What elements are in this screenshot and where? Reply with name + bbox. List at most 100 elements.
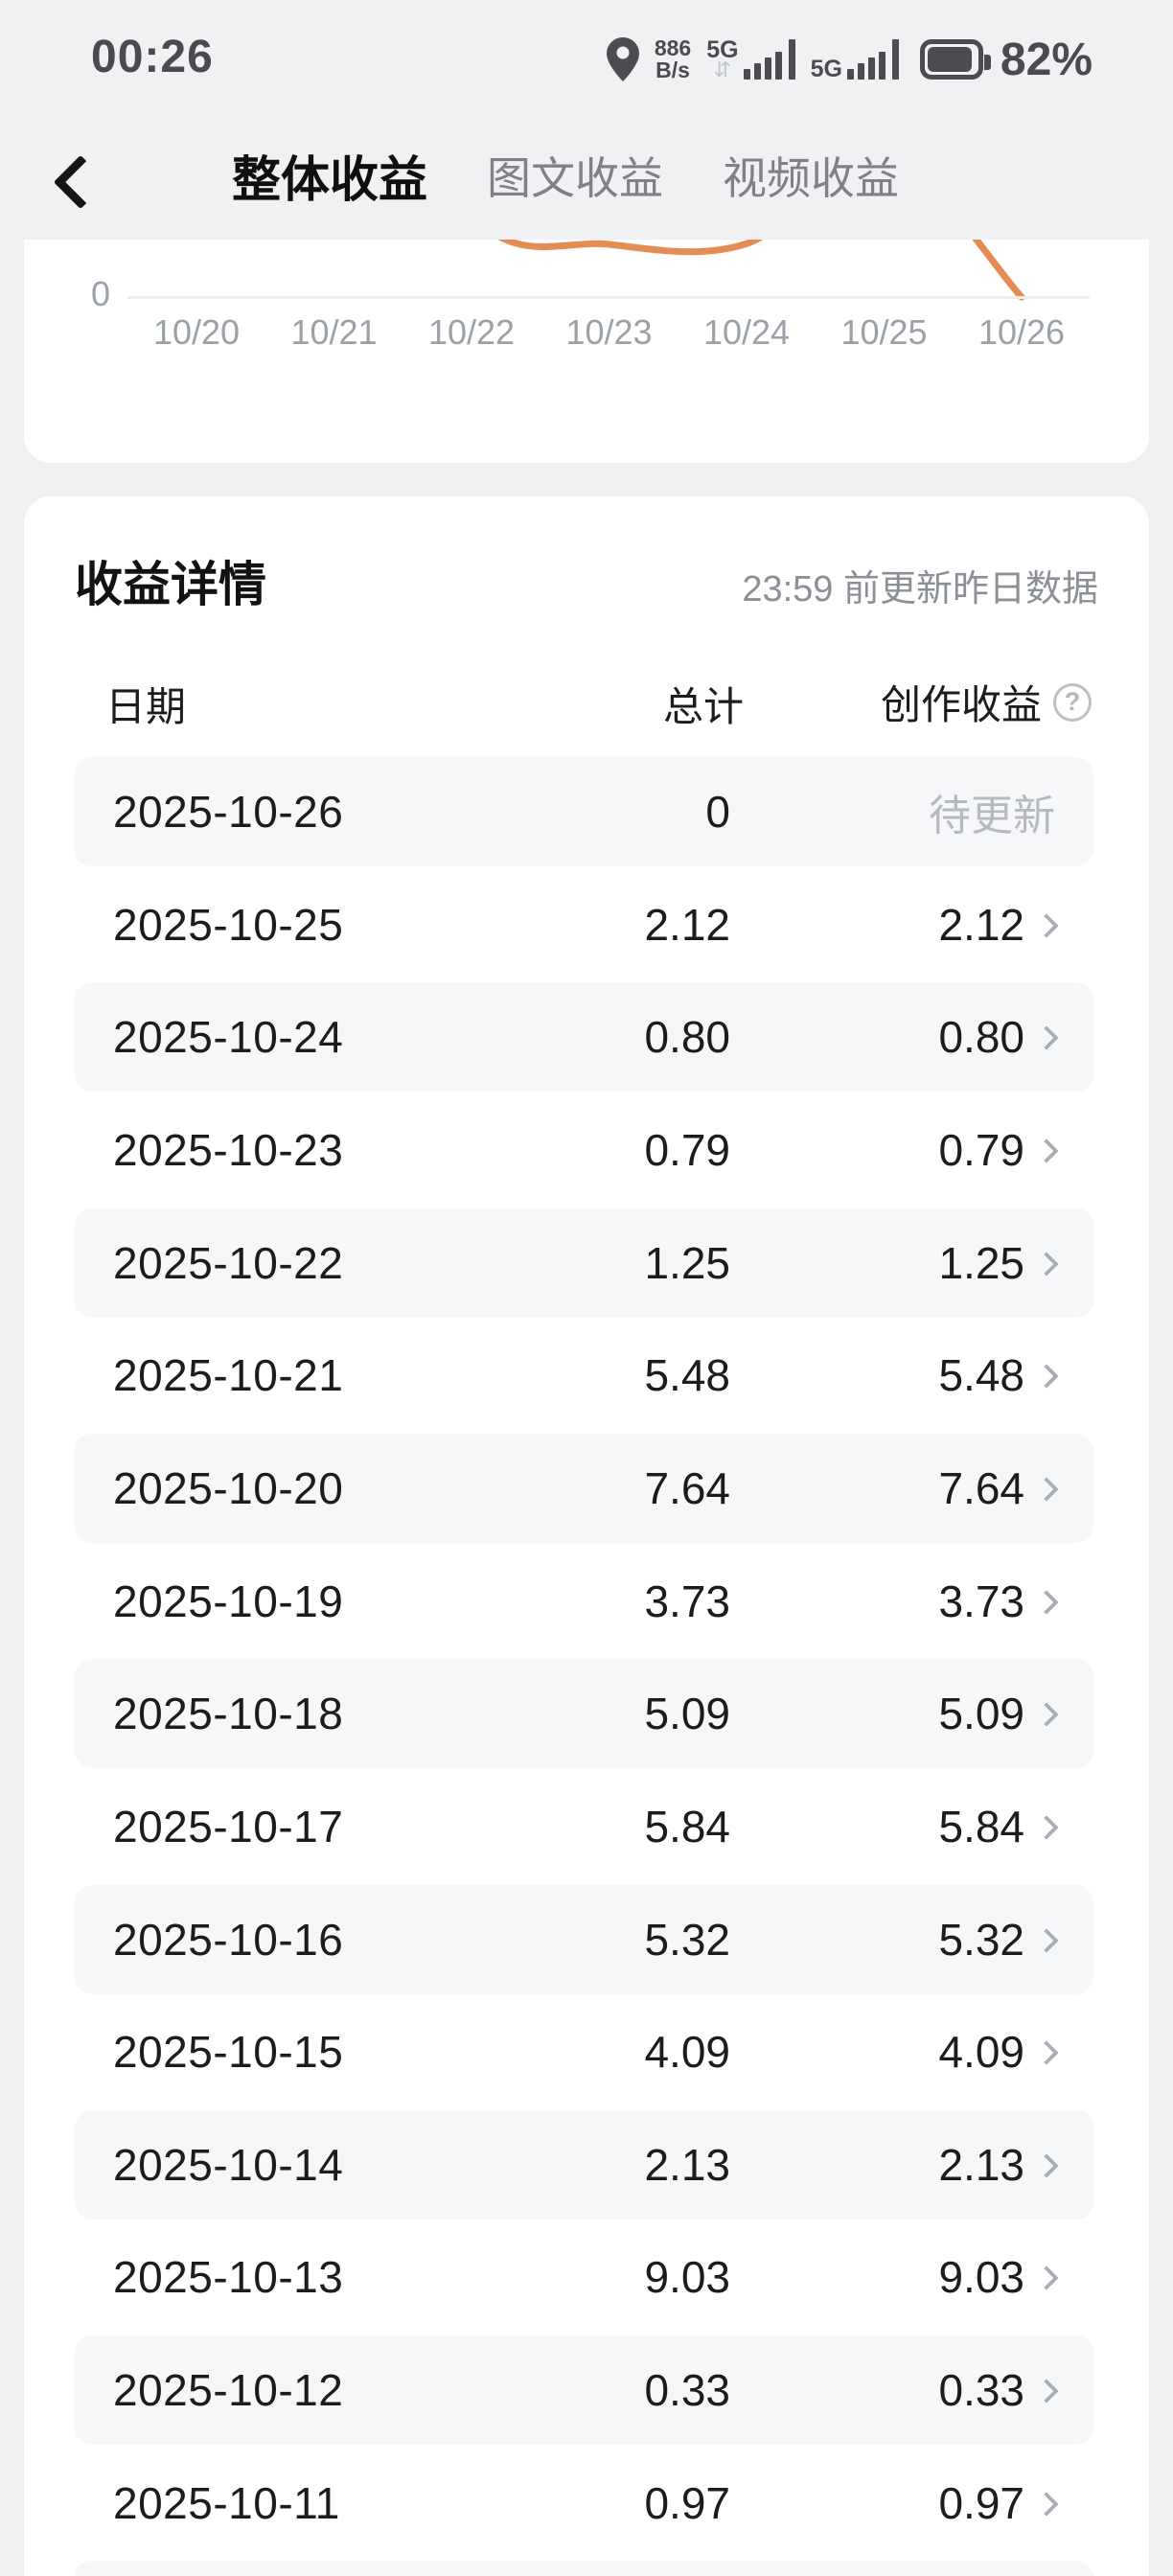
row-income: 4.09 [938,2027,1024,2078]
table-row[interactable]: 2025-10-15 4.09 4.09 [75,1997,1093,2106]
row-income-group: 0.80 [938,1011,1059,1063]
tab-bar: 整体收益 图文收益 视频收益 [232,113,899,238]
chevron-right-icon [1034,2266,1059,2291]
row-income-group: 5.48 [938,1349,1059,1401]
table-row[interactable]: 2025-10-19 3.73 3.73 [75,1547,1093,1656]
row-total: 7.64 [644,1462,730,1513]
row-income: 9.03 [938,2252,1024,2303]
x-axis-tick-label: 10/23 [565,312,653,352]
row-income-group: 0.33 [938,2364,1059,2416]
status-icons: 886 B/s 5G ⇵ 5G [606,34,1092,85]
status-time: 00:26 [91,32,214,82]
row-income-group: 0.79 [938,1124,1059,1176]
tab-video-earnings[interactable]: 视频收益 [723,153,900,203]
battery-icon [919,39,991,80]
row-total: 5.84 [644,1801,730,1852]
row-date: 2025-10-25 [113,899,344,950]
column-income-label: 创作收益 [880,682,1042,727]
table-row[interactable]: 2025-10-13 9.03 9.03 [75,2222,1093,2332]
row-total: 9.03 [644,2252,730,2303]
sim1-5g-label: 5G [706,36,739,63]
back-chevron-icon [53,154,108,210]
row-date: 2025-10-23 [113,1124,344,1175]
chevron-right-icon [1034,912,1059,938]
row-total: 0.33 [644,2365,730,2416]
row-income-group: 5.32 [938,1914,1059,1966]
row-total: 0.79 [644,1124,730,1175]
row-income-group: 3.73 [938,1576,1059,1627]
tab-article-earnings[interactable]: 图文收益 [487,153,664,203]
help-icon[interactable]: ? [1053,682,1092,722]
tab-overall-earnings[interactable]: 整体收益 [232,152,428,207]
table-row[interactable]: 2025-10-24 0.80 0.80 [75,982,1093,1092]
signal-bars-icon [846,39,899,80]
chevron-right-icon [1034,1364,1059,1389]
table-row[interactable]: 2025-10-12 0.33 0.33 [75,2335,1093,2446]
row-date: 2025-10-17 [113,1801,344,1852]
row-date: 2025-10-26 [113,787,344,837]
detail-header: 收益详情 23:59 前更新昨日数据 [75,546,1098,615]
row-date: 2025-10-15 [113,2027,344,2078]
row-total: 1.25 [644,1237,730,1288]
row-income: 7.64 [938,1462,1024,1513]
table-row[interactable]: 2025-10-16 5.32 5.32 [75,1884,1093,1994]
location-pin-icon [606,37,639,81]
table-header: 日期 总计 创作收益 ? [24,675,1149,729]
chevron-right-icon [1034,1927,1059,1953]
row-income-group: 5.09 [938,1688,1059,1739]
row-date: 2025-10-11 [113,2477,340,2528]
chevron-right-icon [1034,1589,1059,1615]
chevron-right-icon [1034,1815,1059,1840]
table-row[interactable]: 2025-10-17 5.84 5.84 [75,1772,1093,1881]
row-total: 4.09 [644,2027,730,2078]
row-income-group: 2.13 [938,2139,1059,2191]
chevron-right-icon [1034,1702,1059,1727]
row-income-group: 5.84 [938,1801,1059,1852]
row-total: 2.12 [644,899,730,950]
detail-title: 收益详情 [75,558,266,611]
row-income: 0.33 [938,2365,1024,2416]
table-row[interactable]: 2025-10-23 0.79 0.79 [75,1095,1093,1205]
chevron-right-icon [1034,1251,1059,1276]
row-income-group: 4.09 [938,2026,1059,2078]
x-axis-tick-label: 10/24 [702,312,791,352]
battery-percent: 82% [1000,34,1092,85]
row-date: 2025-10-19 [113,1576,344,1626]
chevron-right-icon [1034,1477,1059,1502]
x-axis-tick-label: 10/21 [290,312,378,352]
row-date: 2025-10-20 [113,1462,344,1513]
table-row: 2025-10-26 0 待更新 [75,757,1093,866]
row-income: 待更新 [929,793,1055,840]
table-row[interactable]: 2025-10-14 2.13 2.13 [75,2109,1093,2220]
y-axis-tick-zero: 0 [90,274,111,313]
table-row[interactable]: 2025-10-22 1.25 1.25 [75,1208,1093,1318]
x-axis-tick-label: 10/26 [978,312,1066,352]
row-total: 2.13 [644,2139,730,2190]
row-date: 2025-10-22 [113,1237,344,1288]
row-date: 2025-10-24 [113,1012,344,1063]
network-speed: 886 B/s [655,37,691,81]
table-row[interactable]: 2025-10-18 5.09 5.09 [75,1659,1093,1769]
chevron-right-icon [1034,2040,1059,2065]
row-income-group: 1.25 [938,1237,1059,1289]
column-total: 总计 [662,684,744,729]
row-income-group: 7.64 [938,1462,1059,1514]
signal-bars-icon [743,39,795,80]
row-total: 5.48 [644,1350,730,1401]
table-row[interactable]: 2025-10-25 2.12 2.12 [75,870,1093,979]
back-button[interactable] [50,148,117,215]
row-total: 5.32 [644,1914,730,1965]
row-income: 5.32 [938,1914,1024,1965]
row-date: 2025-10-13 [113,2252,344,2303]
table-row[interactable]: 2025-10-20 7.64 7.64 [75,1433,1093,1543]
sim2-5g-label: 5G [810,56,842,82]
table-row[interactable]: 2025-10-11 0.97 0.97 [75,2449,1093,2558]
chevron-right-icon [1034,1025,1059,1051]
row-date: 2025-10-21 [113,1350,344,1401]
earnings-chart-card: 0 10/20 10/21 10/22 10/23 10/24 10/25 10/26 [24,240,1149,463]
row-date: 2025-10-18 [113,1689,344,1739]
row-income: 3.73 [938,1576,1024,1626]
table-row[interactable]: 2025-10-21 5.48 5.48 [75,1321,1093,1430]
x-axis-tick-label: 10/22 [427,312,516,352]
